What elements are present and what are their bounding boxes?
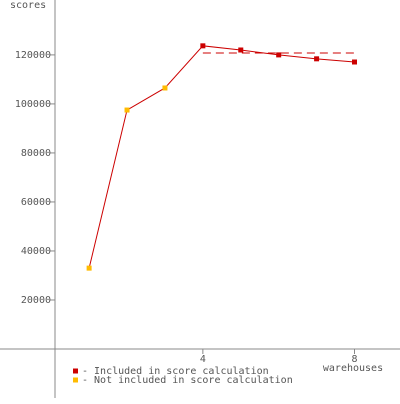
legend-swatch	[73, 377, 78, 383]
y-axis-label: scores	[10, 0, 46, 11]
legend-label: - Not included in score calculation	[82, 375, 293, 386]
x-axis-label: warehouses	[323, 363, 383, 374]
y-tick-label: 120000	[15, 50, 51, 61]
y-tick-label: 40000	[21, 246, 51, 257]
data-point	[352, 59, 358, 65]
y-tick-label: 60000	[21, 197, 51, 208]
y-tick-label: 20000	[21, 295, 51, 306]
legend-swatch	[73, 368, 78, 374]
y-tick-label: 100000	[15, 99, 51, 110]
data-point	[238, 47, 244, 53]
x-tick-label: 8	[351, 354, 357, 365]
legend-label: - Included in score calculation	[82, 366, 269, 377]
data-point	[86, 265, 92, 271]
y-tick-label: 80000	[21, 148, 51, 159]
data-point	[314, 56, 320, 62]
x-tick-label: 4	[200, 354, 206, 365]
data-point	[200, 43, 206, 49]
data-point	[124, 107, 130, 113]
data-point	[162, 85, 168, 91]
data-point	[276, 52, 282, 58]
data-line	[88, 45, 355, 269]
